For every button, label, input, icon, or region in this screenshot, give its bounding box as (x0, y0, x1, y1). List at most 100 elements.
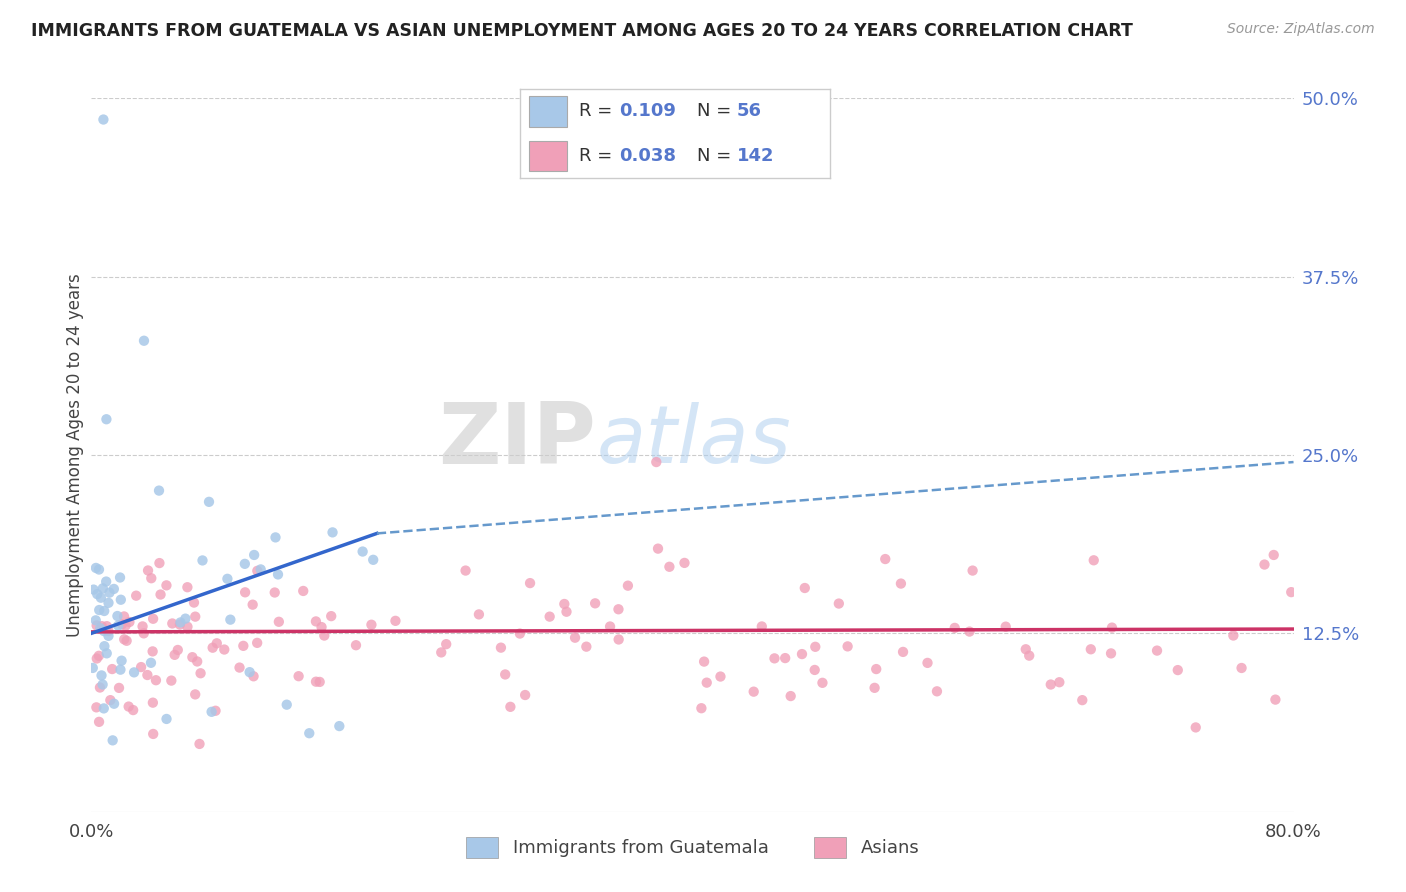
Point (790, 647, 813, 661)
Point (239, 665, 262, 680)
Point (107, 618, 129, 632)
Point (575, 640, 598, 654)
Point (311, 620, 333, 634)
Y-axis label: Unemployment Among Ages 20 to 24 years: Unemployment Among Ages 20 to 24 years (66, 273, 84, 637)
Point (110, 663, 132, 677)
Point (89, 681, 111, 695)
Point (1015, 642, 1038, 657)
Point (97, 624, 120, 638)
Point (86, 700, 108, 714)
Point (519, 576, 541, 591)
Point (314, 629, 336, 643)
Point (599, 619, 621, 633)
Point (917, 656, 939, 670)
Point (162, 616, 184, 631)
Point (515, 688, 537, 702)
Point (96, 574, 118, 589)
Point (1263, 548, 1285, 562)
Point (959, 624, 981, 639)
Point (149, 588, 172, 602)
Point (184, 687, 207, 701)
Point (763, 651, 786, 665)
Point (142, 696, 165, 710)
Point (1222, 628, 1244, 642)
Point (1080, 642, 1102, 657)
Point (454, 564, 477, 578)
Point (201, 640, 224, 655)
Point (693, 655, 716, 669)
Point (1047, 675, 1070, 690)
Point (108, 681, 131, 695)
Point (204, 704, 226, 718)
Point (352, 544, 374, 558)
Point (93, 624, 115, 638)
Point (292, 584, 315, 599)
Point (142, 644, 165, 658)
Point (242, 669, 264, 683)
Point (198, 495, 221, 509)
Point (96, 646, 118, 660)
Text: Source: ZipAtlas.com: Source: ZipAtlas.com (1227, 22, 1375, 37)
Point (87, 714, 110, 729)
Point (865, 662, 887, 676)
Point (430, 645, 453, 659)
Point (96, 619, 118, 633)
Point (647, 541, 669, 556)
Point (804, 640, 827, 654)
Point (181, 650, 204, 665)
Point (125, 589, 148, 603)
Point (84, 561, 107, 575)
Point (86, 587, 108, 601)
Point (360, 617, 382, 632)
Point (1083, 553, 1105, 567)
Point (191, 553, 214, 567)
Point (468, 607, 491, 622)
Point (875, 552, 897, 566)
Point (114, 618, 136, 632)
Point (136, 564, 159, 578)
Point (538, 609, 561, 624)
Point (118, 699, 141, 714)
Point (176, 620, 198, 634)
Point (773, 651, 796, 665)
Point (607, 632, 630, 647)
Point (103, 582, 125, 596)
Point (555, 605, 578, 619)
Point (1167, 663, 1189, 677)
Point (564, 631, 586, 645)
Point (101, 733, 124, 747)
Point (89, 603, 111, 617)
Point (499, 699, 522, 714)
Point (145, 673, 167, 688)
Point (943, 621, 966, 635)
Point (169, 615, 191, 630)
Point (97, 596, 120, 610)
Point (118, 615, 141, 629)
Point (129, 660, 152, 674)
Point (1184, 720, 1206, 734)
Point (246, 636, 269, 650)
Text: N =: N = (696, 147, 737, 165)
Point (583, 596, 606, 610)
Point (148, 483, 170, 498)
Point (115, 633, 138, 648)
Point (84, 613, 107, 627)
Point (169, 617, 191, 632)
Point (103, 697, 125, 711)
Text: N =: N = (696, 103, 737, 120)
Point (174, 612, 197, 626)
Point (142, 612, 165, 626)
Point (384, 614, 406, 628)
Point (166, 643, 188, 657)
Point (607, 602, 630, 616)
Point (617, 579, 640, 593)
Point (925, 684, 948, 698)
Text: ZIP: ZIP (439, 399, 596, 483)
Point (233, 585, 256, 599)
Point (243, 548, 266, 562)
Point (803, 663, 825, 677)
Point (1018, 648, 1040, 663)
Point (93, 112, 115, 127)
Point (90, 619, 112, 633)
Point (98, 585, 121, 599)
